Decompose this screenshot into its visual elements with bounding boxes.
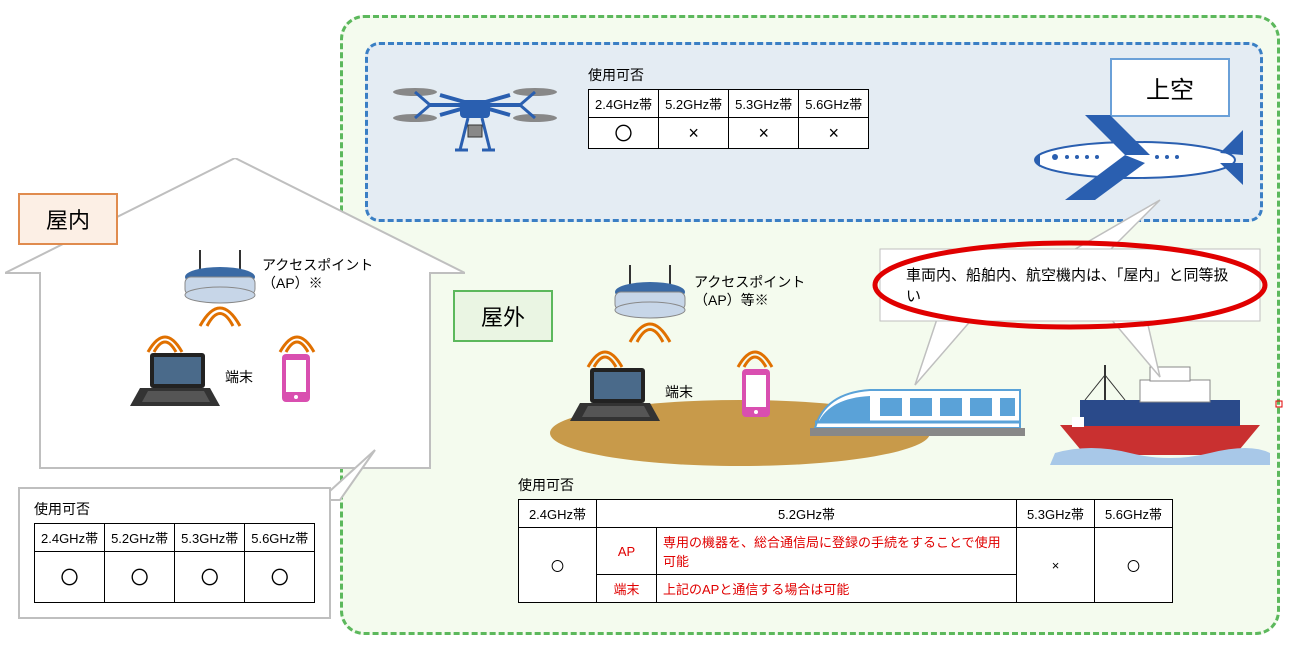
- indoor-table-title: 使用可否: [34, 499, 315, 519]
- wave-icon: [142, 328, 188, 354]
- out-52-r1-text: 上記のAPと通信する場合は可能: [657, 575, 1017, 603]
- terminal-outdoor-label: 端末: [665, 382, 693, 402]
- diagram-canvas: 屋内 屋外 上空: [0, 0, 1291, 646]
- indoor-col-2: 5.3GHz帯: [175, 524, 245, 552]
- wave-icon: [622, 314, 678, 344]
- indoor-mark-2: 〇: [175, 552, 245, 603]
- sky-table: 2.4GHz帯 5.2GHz帯 5.3GHz帯 5.6GHz帯 〇 × × ×: [588, 89, 869, 149]
- sky-col-1: 5.2GHz帯: [659, 90, 729, 118]
- sky-mark-1: ×: [659, 118, 729, 149]
- indoor-mark-0: 〇: [35, 552, 105, 603]
- wave-icon: [582, 343, 628, 369]
- indoor-col-0: 2.4GHz帯: [35, 524, 105, 552]
- sky-col-0: 2.4GHz帯: [589, 90, 659, 118]
- sky-col-2: 5.3GHz帯: [729, 90, 799, 118]
- indoor-mark-3: 〇: [245, 552, 315, 603]
- access-point-indoor-icon: [180, 245, 260, 305]
- indoor-col-1: 5.2GHz帯: [105, 524, 175, 552]
- callout-oval: 車両内、船舶内、航空機内は、「屋内」と同等扱い: [878, 247, 1263, 325]
- marker-icon: [1275, 400, 1283, 408]
- out-mark-2: ×: [1017, 528, 1095, 603]
- laptop-indoor-icon: [130, 348, 220, 408]
- ap-indoor-label: アクセスポイント （AP）※: [262, 256, 373, 292]
- terminal-indoor-label: 端末: [225, 367, 253, 387]
- out-52-r0-label: AP: [597, 528, 657, 575]
- wave-icon: [192, 298, 248, 328]
- sky-mark-2: ×: [729, 118, 799, 149]
- indoor-label: 屋内: [18, 193, 118, 245]
- outdoor-table-wrap: 使用可否 2.4GHz帯 5.2GHz帯 5.3GHz帯 5.6GHz帯 〇 A…: [518, 475, 1173, 603]
- out-col-0: 2.4GHz帯: [519, 500, 597, 528]
- outdoor-table: 2.4GHz帯 5.2GHz帯 5.3GHz帯 5.6GHz帯 〇 AP 専用の…: [518, 499, 1173, 603]
- out-col-3: 5.6GHz帯: [1095, 500, 1173, 528]
- sky-table-title: 使用可否: [588, 65, 869, 85]
- sky-col-3: 5.6GHz帯: [799, 90, 869, 118]
- out-col-1: 5.2GHz帯: [597, 500, 1017, 528]
- indoor-table-wrap: 使用可否 2.4GHz帯 5.2GHz帯 5.3GHz帯 5.6GHz帯 〇 〇…: [18, 487, 331, 619]
- phone-outdoor-icon: [738, 365, 774, 421]
- phone-indoor-icon: [278, 350, 314, 406]
- ap-outdoor-label: アクセスポイント （AP）等※: [694, 273, 805, 309]
- laptop-outdoor-icon: [570, 363, 660, 423]
- sky-mark-0: 〇: [589, 118, 659, 149]
- sky-table-wrap: 使用可否 2.4GHz帯 5.2GHz帯 5.3GHz帯 5.6GHz帯 〇 ×…: [588, 65, 869, 149]
- out-col-2: 5.3GHz帯: [1017, 500, 1095, 528]
- sky-mark-3: ×: [799, 118, 869, 149]
- indoor-table: 2.4GHz帯 5.2GHz帯 5.3GHz帯 5.6GHz帯 〇 〇 〇 〇: [34, 523, 315, 603]
- indoor-mark-1: 〇: [105, 552, 175, 603]
- out-mark-3: 〇: [1095, 528, 1173, 603]
- wave-icon: [732, 343, 778, 369]
- drone-icon: [390, 80, 560, 200]
- outdoor-table-title: 使用可否: [518, 475, 1173, 495]
- out-mark-0: 〇: [519, 528, 597, 603]
- outdoor-label: 屋外: [453, 290, 553, 342]
- wave-icon: [274, 328, 320, 354]
- out-52-r1-label: 端末: [597, 575, 657, 603]
- indoor-col-3: 5.6GHz帯: [245, 524, 315, 552]
- callout-text: 車両内、船舶内、航空機内は、「屋内」と同等扱い: [906, 265, 1236, 307]
- out-52-r0-text: 専用の機器を、総合通信局に登録の手続をすることで使用可能: [657, 528, 1017, 575]
- access-point-outdoor-icon: [610, 260, 690, 320]
